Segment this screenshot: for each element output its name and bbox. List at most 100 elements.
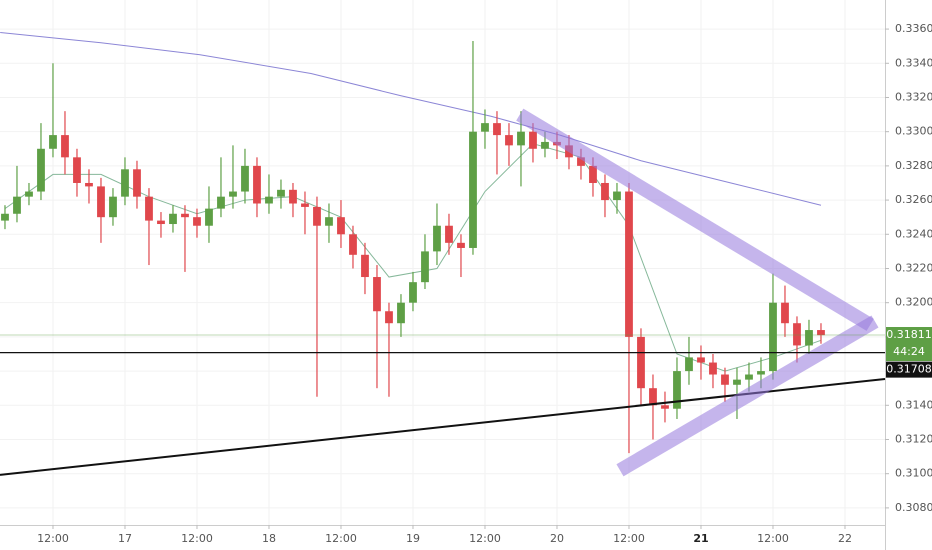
candle-body [97, 186, 105, 218]
candle-body [625, 191, 633, 337]
candle-body [289, 189, 297, 204]
candle-body [385, 311, 393, 324]
candle-body [205, 208, 213, 226]
candle-body [517, 131, 525, 146]
candle-body [709, 362, 717, 375]
candle-body [673, 371, 681, 409]
candle-body [73, 157, 81, 183]
x-tick-label: 20 [550, 532, 564, 545]
candle-body [361, 254, 369, 278]
candle-body [85, 182, 93, 187]
candle-body [25, 191, 33, 197]
candle-body [721, 374, 729, 385]
candle-body [529, 131, 537, 149]
candle-body [49, 135, 57, 149]
candle-body [649, 388, 657, 406]
candle-body [229, 191, 237, 197]
candle-body [601, 182, 609, 201]
candle-body [409, 282, 417, 303]
candle-body [661, 405, 669, 409]
candle-body [577, 157, 585, 166]
candle-body [277, 189, 285, 197]
candle-body [493, 123, 501, 136]
candle-body [745, 374, 753, 380]
candle-body [37, 148, 45, 192]
trendline [616, 315, 879, 477]
candle-body [613, 191, 621, 201]
candle-body [589, 165, 597, 183]
candle-body [397, 302, 405, 324]
x-tick-label: 12:00 [181, 532, 213, 545]
moving-average [0, 31, 822, 206]
candle-body [817, 330, 825, 336]
candle-body [109, 196, 117, 218]
candle-body [313, 206, 321, 226]
candle-body [505, 135, 513, 146]
candle-body [145, 196, 153, 221]
candle-body [169, 213, 177, 225]
candle-body [133, 169, 141, 197]
candle-body [793, 323, 801, 346]
x-tick-label: 12:00 [325, 532, 357, 545]
last-price-label: 0.31811 [886, 328, 932, 341]
candle-body [349, 234, 357, 255]
candle-body [13, 196, 21, 214]
candle-body [421, 251, 429, 283]
countdown-label: 44:24 [893, 345, 925, 358]
candle-body [241, 165, 249, 192]
candle-body [265, 196, 273, 204]
candle-body [481, 123, 489, 132]
x-tick-label: 22 [838, 532, 852, 545]
last-price-box [886, 327, 932, 362]
candle-body [1, 213, 9, 221]
x-tick-label: 21 [693, 532, 708, 545]
candle-body [733, 379, 741, 385]
candle-body [325, 217, 333, 226]
trendline [516, 108, 874, 331]
candle-body [61, 135, 69, 158]
x-tick-label: 19 [406, 532, 420, 545]
candle-body [805, 330, 813, 346]
x-tick-label: 12:00 [469, 532, 501, 545]
candle-body [469, 131, 477, 248]
candle-body [157, 220, 165, 225]
candle-body [301, 203, 309, 207]
x-tick-label: 12:00 [37, 532, 69, 545]
candle-body [541, 141, 549, 149]
hline-label: 0.31708 [886, 363, 932, 376]
y-tick-label: 0.33600 [895, 22, 932, 35]
candle-body [253, 165, 261, 204]
x-tick-label: 12:00 [757, 532, 789, 545]
candle-body [769, 302, 777, 372]
candle-body [337, 217, 345, 235]
candle-body [373, 277, 381, 312]
candle-body [637, 336, 645, 389]
candle-body [445, 225, 453, 243]
candle-body [685, 357, 693, 372]
candle-body [121, 169, 129, 197]
hline-box [886, 361, 932, 378]
candle-body [193, 217, 201, 226]
candle-body [181, 213, 189, 218]
candle-body [781, 302, 789, 324]
candle-body [433, 225, 441, 252]
candle-body [217, 196, 225, 209]
x-tick-label: 17 [118, 532, 132, 545]
x-tick-label: 18 [262, 532, 276, 545]
candle-body [457, 242, 465, 248]
candle-body [697, 357, 705, 363]
candle-body [757, 371, 765, 375]
